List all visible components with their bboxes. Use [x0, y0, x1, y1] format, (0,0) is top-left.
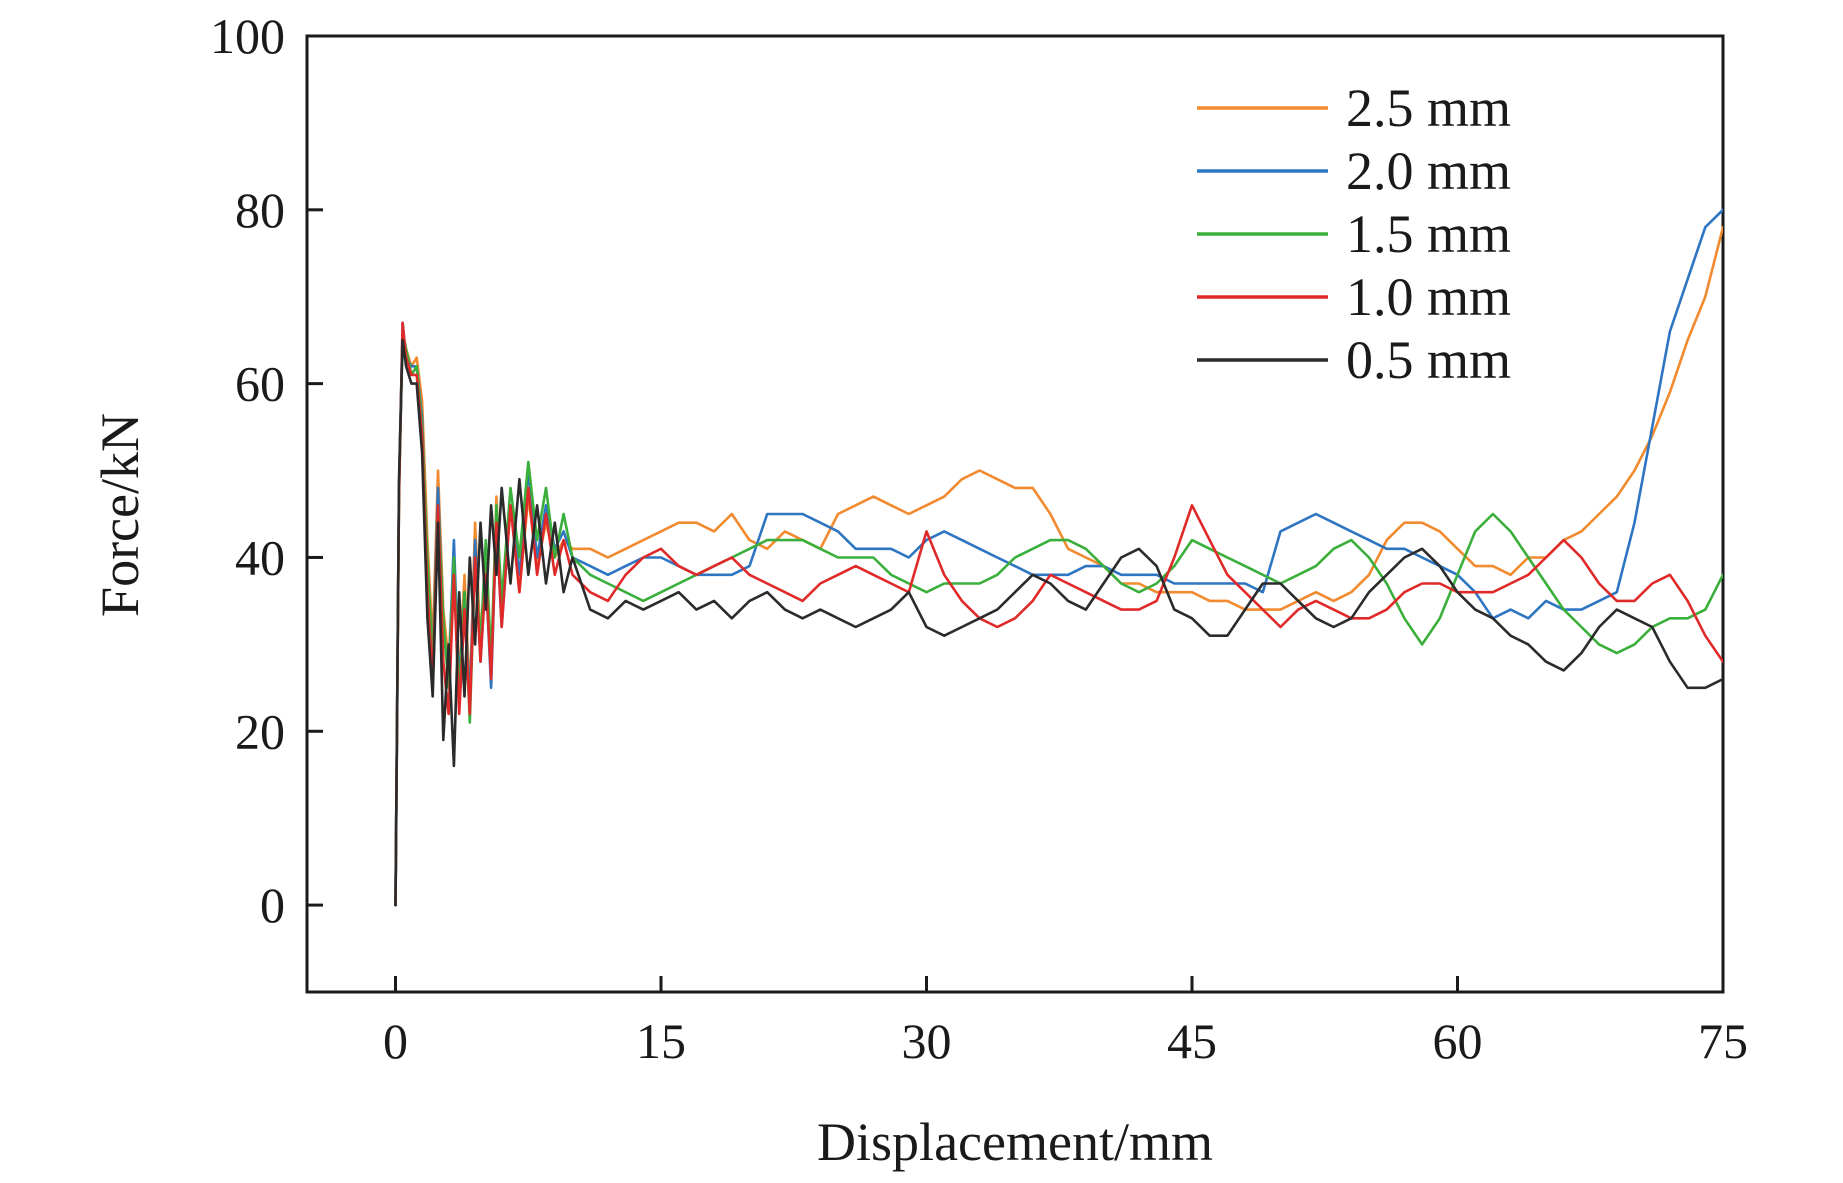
y-tick-label: 20: [235, 703, 285, 759]
series-line-2-0-mm: [394, 208, 1723, 907]
y-tick-label: 40: [235, 529, 285, 585]
legend-label: 2.5 mm: [1346, 78, 1511, 138]
series-line-1-0-mm: [394, 321, 1723, 907]
y-axis-ticks: 0 20 40 60 80 100: [210, 8, 323, 933]
y-tick-label: 80: [235, 182, 285, 238]
series-line-2-5-mm: [394, 225, 1723, 907]
y-tick-label: 0: [260, 877, 285, 933]
x-tick-label: 0: [383, 1013, 408, 1069]
x-tick-label: 75: [1698, 1013, 1748, 1069]
x-axis-title: Displacement/mm: [817, 1112, 1213, 1172]
series-lines: [394, 208, 1723, 907]
x-tick-label: 15: [636, 1013, 686, 1069]
legend-label: 1.5 mm: [1346, 204, 1511, 264]
x-tick-label: 60: [1433, 1013, 1483, 1069]
legend-label: 2.0 mm: [1346, 141, 1511, 201]
series-line-1-5-mm: [394, 330, 1723, 907]
x-tick-label: 45: [1167, 1013, 1217, 1069]
legend: 2.5 mm2.0 mm1.5 mm1.0 mm0.5 mm: [1197, 78, 1511, 390]
y-tick-label: 100: [210, 8, 285, 64]
plot-frame: [305, 34, 1725, 994]
x-axis-ticks: 0 15 30 45 60 75: [383, 976, 1748, 1069]
legend-label: 1.0 mm: [1346, 267, 1511, 327]
series-line-0-5-mm: [394, 338, 1723, 907]
x-tick-label: 30: [902, 1013, 952, 1069]
y-axis-title: Force/kN: [90, 413, 150, 617]
y-tick-label: 60: [235, 356, 285, 412]
legend-label: 0.5 mm: [1346, 330, 1511, 390]
